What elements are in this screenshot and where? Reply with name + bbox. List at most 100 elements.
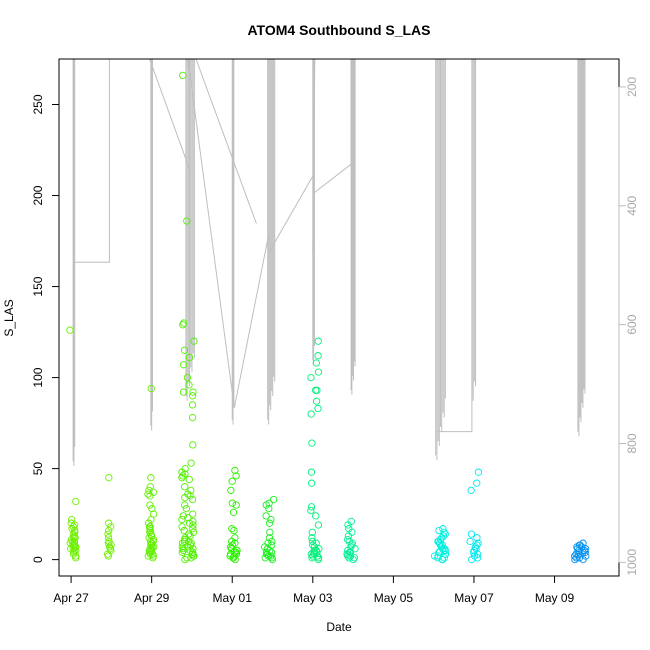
y-tick-label: 150 xyxy=(31,276,45,296)
data-point xyxy=(265,519,274,527)
data-point xyxy=(183,217,191,225)
right-tick-label: 400 xyxy=(625,195,639,215)
x-tick-label: Apr 27 xyxy=(53,591,89,605)
data-point xyxy=(71,526,79,535)
data-point xyxy=(312,359,320,367)
data-point xyxy=(262,512,270,520)
data-point xyxy=(229,508,238,516)
data-point xyxy=(185,519,194,527)
data-point xyxy=(231,555,239,564)
y-tick-label: 0 xyxy=(31,556,45,563)
data-point xyxy=(179,388,188,396)
data-point xyxy=(228,525,236,533)
data-point xyxy=(473,479,481,487)
y-axis-title: S_LAS xyxy=(2,299,16,336)
data-point xyxy=(575,554,584,562)
data-point xyxy=(184,543,192,551)
data-point xyxy=(185,381,193,389)
data-point xyxy=(189,441,197,449)
data-point xyxy=(185,353,194,362)
data-point xyxy=(345,554,353,562)
data-point xyxy=(107,541,115,549)
data-point xyxy=(181,494,189,502)
data-point xyxy=(309,541,317,549)
data-point xyxy=(69,550,78,558)
data-point xyxy=(438,555,447,564)
data-point xyxy=(267,515,275,524)
data-point xyxy=(107,523,115,531)
data-point xyxy=(105,474,113,482)
data-point xyxy=(581,548,589,556)
y-axis: 0 50 100 150 200 250 xyxy=(31,94,60,563)
data-point xyxy=(149,537,157,546)
x-tick-label: May 01 xyxy=(213,591,253,605)
right-axis: 200 400 600 800 1000 xyxy=(618,77,639,576)
data-point xyxy=(307,468,316,476)
data-point xyxy=(467,530,476,538)
data-point xyxy=(307,373,315,382)
trace-path xyxy=(437,59,473,433)
trace-path xyxy=(187,58,269,408)
data-point xyxy=(179,321,187,329)
data-point xyxy=(314,555,322,564)
data-point xyxy=(467,486,475,495)
data-point xyxy=(574,550,583,558)
data-point xyxy=(145,519,153,527)
data-point xyxy=(572,554,580,562)
data-point xyxy=(150,543,158,551)
y-tick-label: 200 xyxy=(31,185,45,205)
data-point xyxy=(579,555,587,564)
data-point xyxy=(149,554,157,562)
trace-path xyxy=(195,58,257,224)
right-tick-label: 600 xyxy=(625,314,639,334)
right-tick-label: 1000 xyxy=(625,549,639,576)
gray-trace-layer xyxy=(72,58,586,467)
data-point xyxy=(266,528,274,536)
data-point xyxy=(146,483,154,491)
data-point xyxy=(307,506,315,515)
x-tick-label: May 05 xyxy=(374,591,414,605)
data-point xyxy=(183,554,191,562)
data-point xyxy=(104,552,113,560)
data-point xyxy=(188,495,197,504)
data-point xyxy=(71,528,79,536)
right-tick-label: 800 xyxy=(625,433,639,453)
data-point xyxy=(314,368,323,376)
data-point xyxy=(189,552,198,560)
data-point xyxy=(571,555,579,564)
data-point xyxy=(188,413,197,422)
data-point xyxy=(262,501,270,509)
data-point xyxy=(148,504,156,513)
data-point xyxy=(314,352,322,360)
data-point xyxy=(269,495,278,504)
scatter-points xyxy=(66,71,590,564)
data-point xyxy=(188,550,196,558)
data-point xyxy=(144,552,152,560)
x-tick-label: May 03 xyxy=(293,591,333,605)
x-tick-label: Apr 29 xyxy=(134,591,170,605)
data-point xyxy=(232,472,240,480)
data-point xyxy=(71,543,79,551)
data-point xyxy=(188,401,197,409)
data-point xyxy=(188,392,197,400)
data-point xyxy=(232,501,240,509)
data-point xyxy=(147,384,155,393)
trace-path xyxy=(268,175,314,254)
data-point xyxy=(104,534,113,542)
data-point xyxy=(179,361,188,369)
data-point xyxy=(344,532,353,540)
data-point xyxy=(179,71,187,80)
data-point xyxy=(231,466,239,475)
data-point xyxy=(231,539,239,547)
data-point xyxy=(575,546,583,555)
x-axis-title: Date xyxy=(326,620,352,634)
data-point xyxy=(186,492,194,500)
x-axis: Apr 27 Apr 29 May 01 May 03 May 05 May 07 May … xyxy=(53,575,575,605)
data-point xyxy=(66,326,74,334)
data-point xyxy=(466,537,474,546)
data-point xyxy=(229,554,238,562)
data-point xyxy=(265,504,273,513)
x-tick-label: May 09 xyxy=(535,591,575,605)
